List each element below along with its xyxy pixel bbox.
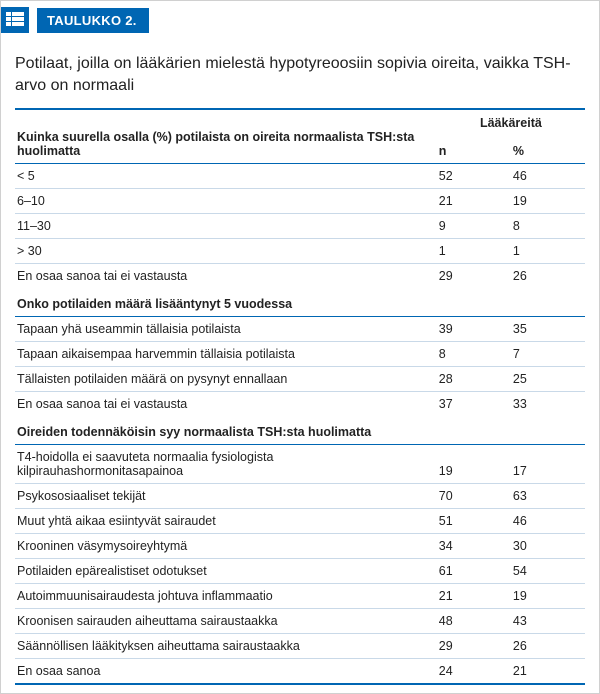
row-n: 24 [437, 659, 511, 684]
row-pct: 8 [511, 214, 585, 239]
section-header-row: Oireiden todennäköisin syy normaalista T… [15, 420, 585, 445]
table-row: Psykososiaaliset tekijät7063 [15, 484, 585, 509]
table-row: < 55246 [15, 164, 585, 189]
table-title: Potilaat, joilla on lääkärien mielestä h… [15, 45, 585, 108]
row-label: 11–30 [15, 214, 437, 239]
row-n: 8 [437, 342, 511, 367]
data-table: LääkäreitäKuinka suurella osalla (%) pot… [15, 110, 585, 683]
section-header-row: Kuinka suurella osalla (%) potilaista on… [15, 130, 585, 164]
row-label: < 5 [15, 164, 437, 189]
table-row: 11–3098 [15, 214, 585, 239]
row-n: 61 [437, 559, 511, 584]
section-header-row: Onko potilaiden määrä lisääntynyt 5 vuod… [15, 292, 585, 317]
table-row: T4-hoidolla ei saavuteta normaalia fysio… [15, 445, 585, 484]
table-row: Muut yhtä aikaa esiintyvät sairaudet5146 [15, 509, 585, 534]
table-row: Autoimmuunisairaudesta johtuva inflammaa… [15, 584, 585, 609]
row-label: Potilaiden epärealistiset odotukset [15, 559, 437, 584]
table-row: Tapaan aikaisempaa harvemmin tällaisia p… [15, 342, 585, 367]
row-n: 1 [437, 239, 511, 264]
row-pct: 63 [511, 484, 585, 509]
row-pct: 17 [511, 445, 585, 484]
column-header-pct: % [511, 130, 585, 164]
table-row: Krooninen väsymysoireyhtymä3430 [15, 534, 585, 559]
row-label: Psykososiaaliset tekijät [15, 484, 437, 509]
row-pct: 35 [511, 317, 585, 342]
table-row: Potilaiden epärealistiset odotukset6154 [15, 559, 585, 584]
row-label: En osaa sanoa tai ei vastausta [15, 264, 437, 289]
row-pct: 19 [511, 189, 585, 214]
row-n: 19 [437, 445, 511, 484]
table-row: Tällaisten potilaiden määrä on pysynyt e… [15, 367, 585, 392]
table-row: En osaa sanoa2421 [15, 659, 585, 684]
table-bottom-rule [15, 683, 585, 685]
row-n: 48 [437, 609, 511, 634]
column-superheader-row: Lääkäreitä [15, 110, 585, 130]
row-label: Tapaan yhä useammin tällaisia potilaista [15, 317, 437, 342]
row-pct: 25 [511, 367, 585, 392]
row-pct: 46 [511, 164, 585, 189]
row-n: 9 [437, 214, 511, 239]
table-row: En osaa sanoa tai ei vastausta3733 [15, 392, 585, 417]
row-pct: 26 [511, 264, 585, 289]
row-n: 52 [437, 164, 511, 189]
row-n: 21 [437, 189, 511, 214]
row-label: Autoimmuunisairaudesta johtuva inflammaa… [15, 584, 437, 609]
row-pct: 33 [511, 392, 585, 417]
table-container: TAULUKKO 2. Potilaat, joilla on lääkärie… [0, 0, 600, 694]
table-row: Tapaan yhä useammin tällaisia potilaista… [15, 317, 585, 342]
section-header-label: Onko potilaiden määrä lisääntynyt 5 vuod… [15, 292, 585, 317]
row-label: > 30 [15, 239, 437, 264]
row-pct: 19 [511, 584, 585, 609]
row-label: Tällaisten potilaiden määrä on pysynyt e… [15, 367, 437, 392]
row-pct: 43 [511, 609, 585, 634]
row-pct: 7 [511, 342, 585, 367]
column-header-n: n [437, 130, 511, 164]
row-n: 51 [437, 509, 511, 534]
row-n: 39 [437, 317, 511, 342]
row-pct: 1 [511, 239, 585, 264]
row-label: Krooninen väsymysoireyhtymä [15, 534, 437, 559]
table-row: Kroonisen sairauden aiheuttama sairausta… [15, 609, 585, 634]
table-row: 6–102119 [15, 189, 585, 214]
table-icon [1, 7, 29, 33]
row-label: T4-hoidolla ei saavuteta normaalia fysio… [15, 445, 437, 484]
table-number-label: TAULUKKO 2. [37, 8, 149, 33]
row-n: 29 [437, 264, 511, 289]
table-row: En osaa sanoa tai ei vastausta2926 [15, 264, 585, 289]
empty-header [15, 110, 437, 130]
doctors-superheader: Lääkäreitä [437, 110, 585, 130]
row-label: Kroonisen sairauden aiheuttama sairausta… [15, 609, 437, 634]
row-label: Säännöllisen lääkityksen aiheuttama sair… [15, 634, 437, 659]
row-pct: 26 [511, 634, 585, 659]
row-pct: 30 [511, 534, 585, 559]
table-row: Säännöllisen lääkityksen aiheuttama sair… [15, 634, 585, 659]
section-header-label: Oireiden todennäköisin syy normaalista T… [15, 420, 585, 445]
row-n: 28 [437, 367, 511, 392]
row-n: 29 [437, 634, 511, 659]
row-n: 70 [437, 484, 511, 509]
row-label: 6–10 [15, 189, 437, 214]
row-pct: 46 [511, 509, 585, 534]
row-n: 37 [437, 392, 511, 417]
row-label: En osaa sanoa tai ei vastausta [15, 392, 437, 417]
table-row: > 3011 [15, 239, 585, 264]
table-header-bar: TAULUKKO 2. [1, 1, 599, 39]
row-label: En osaa sanoa [15, 659, 437, 684]
row-label: Muut yhtä aikaa esiintyvät sairaudet [15, 509, 437, 534]
table-content: Potilaat, joilla on lääkärien mielestä h… [1, 39, 599, 685]
row-pct: 54 [511, 559, 585, 584]
row-n: 34 [437, 534, 511, 559]
row-pct: 21 [511, 659, 585, 684]
section-header-label: Kuinka suurella osalla (%) potilaista on… [15, 130, 437, 164]
row-label: Tapaan aikaisempaa harvemmin tällaisia p… [15, 342, 437, 367]
row-n: 21 [437, 584, 511, 609]
